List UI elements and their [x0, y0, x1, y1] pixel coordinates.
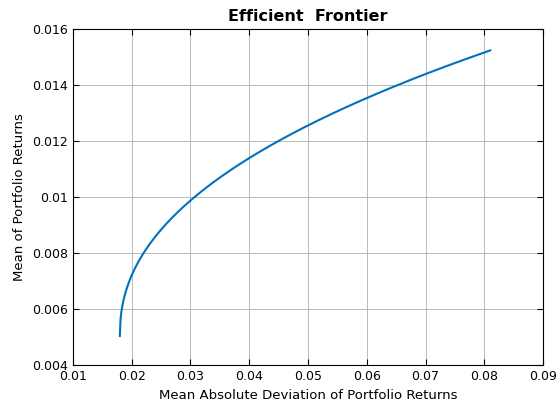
Line: Efficient Frontier: Efficient Frontier — [120, 50, 490, 336]
X-axis label: Mean Absolute Deviation of Portfolio Returns: Mean Absolute Deviation of Portfolio Ret… — [158, 389, 458, 402]
Efficient Frontier — [116, 333, 123, 339]
Efficient Frontier — [337, 108, 344, 113]
Efficient Frontier — [487, 48, 493, 53]
Efficient Frontier — [295, 128, 301, 133]
Title: Efficient  Frontier: Efficient Frontier — [228, 9, 388, 24]
Efficient Frontier — [420, 72, 427, 77]
Y-axis label: Mean of Portfolio Returns: Mean of Portfolio Returns — [13, 113, 26, 281]
Efficient Frontier — [292, 129, 299, 134]
Efficient Frontier — [478, 51, 485, 56]
Efficient Frontier — [317, 117, 324, 122]
